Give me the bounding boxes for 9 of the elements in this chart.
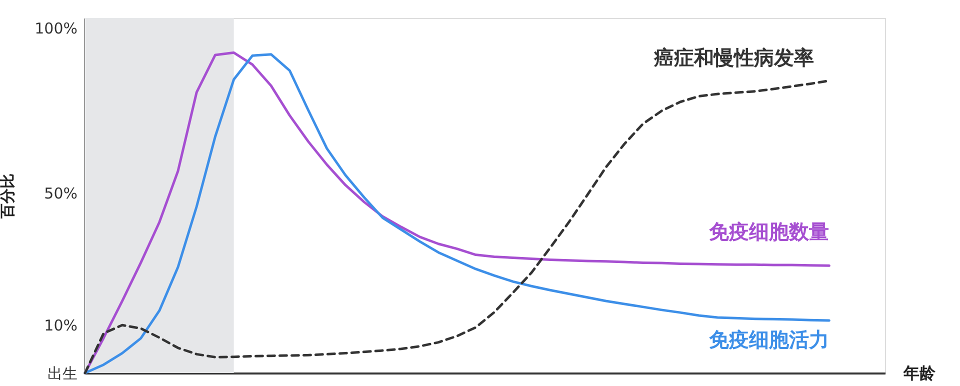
y-tick-label: 10% [44, 316, 78, 335]
y-tick-label: 出生 [48, 364, 78, 382]
y-tick-label: 100% [34, 19, 78, 38]
series-label: 免疫细胞活力 [708, 327, 830, 352]
y-tick-label: 50% [44, 184, 78, 203]
y-axis-title: 百分比 [0, 174, 16, 220]
x-axis-title: 年龄 [902, 364, 936, 382]
series-label: 癌症和慢性病发率 [653, 46, 814, 70]
series-label: 免疫细胞数量 [708, 220, 830, 244]
